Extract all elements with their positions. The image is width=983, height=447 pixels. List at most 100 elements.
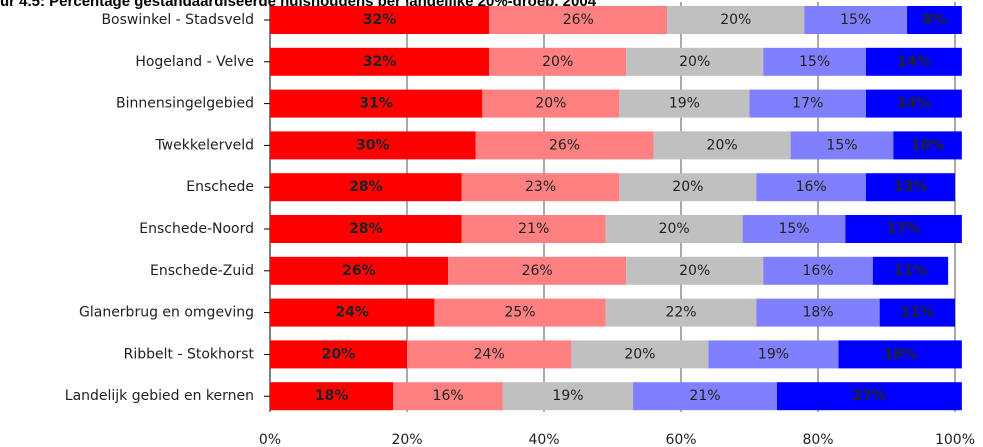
bar-segment (270, 6, 490, 34)
data-label: 21% (689, 388, 720, 404)
data-label: 20% (672, 179, 703, 195)
bar-segment (708, 340, 839, 369)
bar-segment (893, 131, 962, 160)
data-label: 32% (363, 54, 397, 70)
data-label: 30% (356, 137, 390, 153)
bar-segment (790, 131, 894, 160)
bar-segment (461, 173, 620, 202)
data-label: 20% (624, 346, 655, 362)
bar-segment (489, 47, 627, 76)
data-label: 13% (894, 179, 928, 195)
bar-segment (619, 173, 757, 202)
data-label: 24% (335, 305, 369, 321)
data-label: 28% (349, 179, 383, 195)
bar-segment (626, 47, 764, 76)
bar-segment (502, 382, 634, 411)
bar-segment (605, 215, 743, 243)
bar-segment (742, 215, 846, 243)
data-label: 17% (887, 221, 921, 237)
data-label: 19% (669, 96, 700, 112)
bar-segment (270, 47, 490, 76)
data-label: 16% (433, 388, 464, 404)
data-label: 20% (679, 263, 710, 279)
data-label: 20% (707, 137, 738, 153)
bar-segment (434, 298, 606, 327)
bar-segment (270, 173, 462, 202)
bar-segment (407, 340, 572, 369)
bar-segment (756, 173, 866, 202)
bar-segment (489, 6, 668, 34)
data-label: 15% (799, 54, 830, 70)
y-tick-label: Binnensingelgebied (116, 96, 254, 112)
data-label: 26% (563, 12, 594, 28)
data-label: 20% (720, 12, 751, 28)
y-tick-label: Boswinkel - Stadsveld (101, 12, 254, 28)
bar-segment (804, 6, 908, 34)
data-label: 32% (363, 12, 397, 28)
x-tick-label: 80% (802, 432, 833, 447)
data-label: 27% (853, 388, 887, 404)
chart-title: ur 4.5: Percentage gestandaardiseerde hu… (0, 0, 597, 10)
data-label: 15% (826, 137, 857, 153)
bar-segment (838, 340, 962, 369)
bar-segment (270, 131, 476, 160)
data-label: 11% (901, 305, 935, 321)
bar-segment (270, 89, 483, 118)
bar-segment (482, 89, 620, 118)
data-label: 21% (518, 221, 549, 237)
bar-segment (845, 215, 962, 243)
data-label: 14% (897, 96, 931, 112)
x-tick-label: 20% (391, 432, 422, 447)
data-label: 24% (474, 346, 505, 362)
bar-segment (749, 89, 866, 118)
bar-segment (763, 47, 866, 76)
data-label: 18% (802, 305, 833, 321)
data-label: 26% (522, 263, 553, 279)
data-label: 20% (659, 221, 690, 237)
bar-segment (776, 382, 962, 411)
y-tick-label: Enschede-Noord (139, 221, 254, 237)
bar-segment (879, 298, 955, 327)
y-tick-label: Enschede-Zuid (150, 263, 254, 279)
data-label: 25% (504, 305, 535, 321)
bar-segment (461, 215, 606, 243)
bar-segment (571, 340, 709, 369)
bar-segment (865, 89, 962, 118)
data-label: 10% (911, 137, 945, 153)
bar-segment (448, 256, 627, 285)
data-label: 28% (349, 221, 383, 237)
x-tick-label: 0% (259, 432, 281, 447)
y-tick-label: Glanerbrug en omgeving (79, 305, 254, 321)
bar-segment (872, 256, 949, 285)
data-label: 26% (342, 263, 376, 279)
data-label: 16% (802, 263, 833, 279)
data-label: 23% (525, 179, 556, 195)
data-label: 26% (549, 137, 580, 153)
bar-segment (653, 131, 791, 160)
y-tick-label: Enschede (186, 179, 254, 195)
bar-segment (756, 298, 880, 327)
bar-segment (605, 298, 757, 327)
bar-segment (270, 382, 394, 411)
bar-segment (393, 382, 503, 411)
x-tick-label: 60% (665, 432, 696, 447)
data-label: 18% (315, 388, 349, 404)
data-label: 22% (665, 305, 696, 321)
bar-segment (667, 6, 805, 34)
bar-segment (865, 173, 955, 202)
data-label: 20% (535, 96, 566, 112)
y-tick-label: Hogeland - Velve (135, 54, 254, 70)
data-label: 15% (778, 221, 809, 237)
data-label: 18% (883, 346, 917, 362)
data-label: 20% (542, 54, 573, 70)
data-label: 8% (923, 12, 947, 28)
data-label: 14% (897, 54, 931, 70)
bar-segment (763, 256, 873, 285)
data-label: 11% (894, 263, 928, 279)
data-label: 20% (679, 54, 710, 70)
bar-segment (626, 256, 764, 285)
bar-segment (907, 6, 962, 34)
y-tick-label: Ribbelt - Stokhorst (124, 346, 255, 362)
